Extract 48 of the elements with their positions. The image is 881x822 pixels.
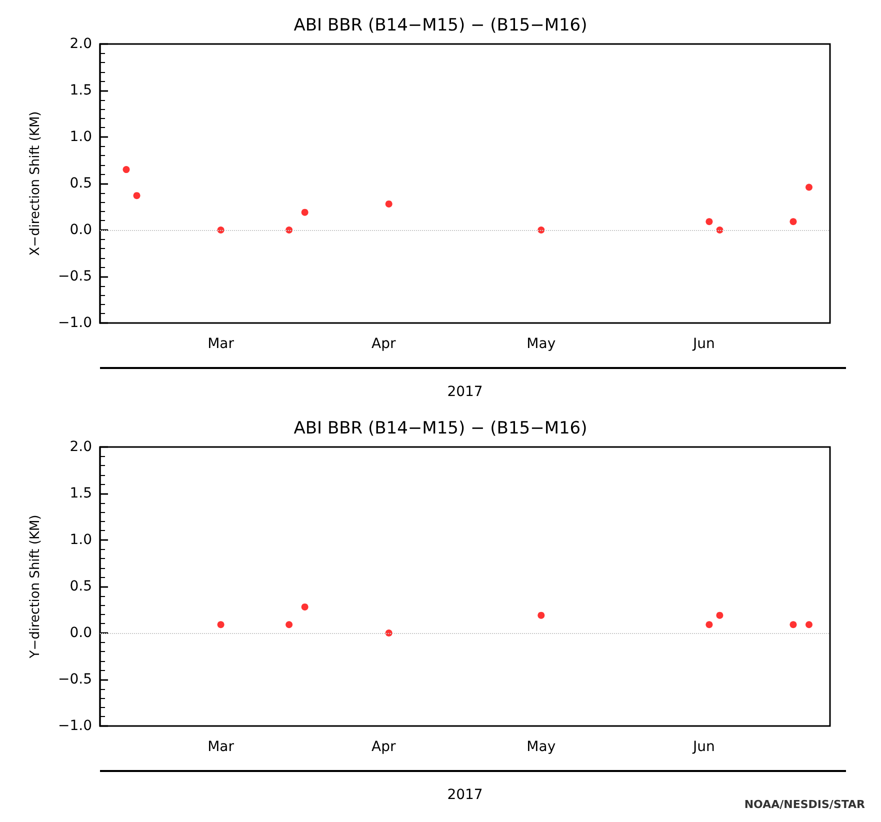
point (385, 630, 392, 636)
point (301, 208, 308, 216)
point (706, 621, 713, 628)
x-tick-label: Jun (692, 336, 715, 352)
point (538, 226, 545, 234)
x-tick-label: Apr (371, 336, 396, 352)
y-tick-label: 0.5 (70, 578, 92, 594)
y-tick-label: −0.5 (58, 672, 92, 688)
y-tick-label: −1.0 (58, 315, 92, 331)
point (790, 621, 797, 628)
y-tick-label: 1.5 (70, 486, 92, 502)
y-tick-label: −0.5 (58, 268, 92, 284)
y-axis-title: X−direction Shift (KM) (28, 111, 43, 256)
y-tick-label: 0.0 (70, 625, 92, 641)
y-tick-label: 2.0 (70, 36, 92, 52)
text: NOAA/NESDIS/STAR (744, 798, 866, 811)
x-tick-label: Jun (692, 739, 715, 755)
x-tick-label: Mar (208, 336, 234, 352)
y-tick-label: 1.5 (70, 82, 92, 98)
point (122, 166, 130, 174)
point (790, 218, 797, 226)
point (217, 226, 224, 234)
point (286, 621, 293, 628)
x-tick-label: Mar (208, 739, 234, 755)
y-tick-label: −1.0 (58, 718, 92, 734)
chart-title: ABI BBR (B14−M15) − (B15−M16) (294, 16, 588, 36)
chart-title: ABI BBR (B14−M15) − (B15−M16) (294, 418, 588, 438)
x-tick-label: May (526, 739, 556, 755)
point (301, 603, 308, 610)
y-tick-label: 2.0 (70, 439, 92, 455)
x-axis-title: 2017 (447, 384, 483, 400)
x-tick-label: May (526, 336, 556, 352)
point (806, 621, 812, 628)
point (706, 218, 713, 226)
point (217, 621, 224, 628)
point (716, 612, 724, 619)
y-tick-label: 1.0 (70, 129, 92, 145)
y-tick-label: 0.5 (70, 176, 92, 192)
point (286, 226, 293, 234)
y-tick-label: 0.0 (70, 222, 92, 238)
y-tick-label: 1.0 (70, 532, 92, 548)
x-tick-label: Apr (371, 739, 396, 755)
y-axis-title: Y−direction Shift (KM) (28, 514, 43, 660)
point (133, 192, 140, 200)
point (385, 200, 392, 208)
point (538, 612, 545, 619)
point (806, 184, 812, 191)
x-axis-title: 2017 (447, 787, 483, 803)
